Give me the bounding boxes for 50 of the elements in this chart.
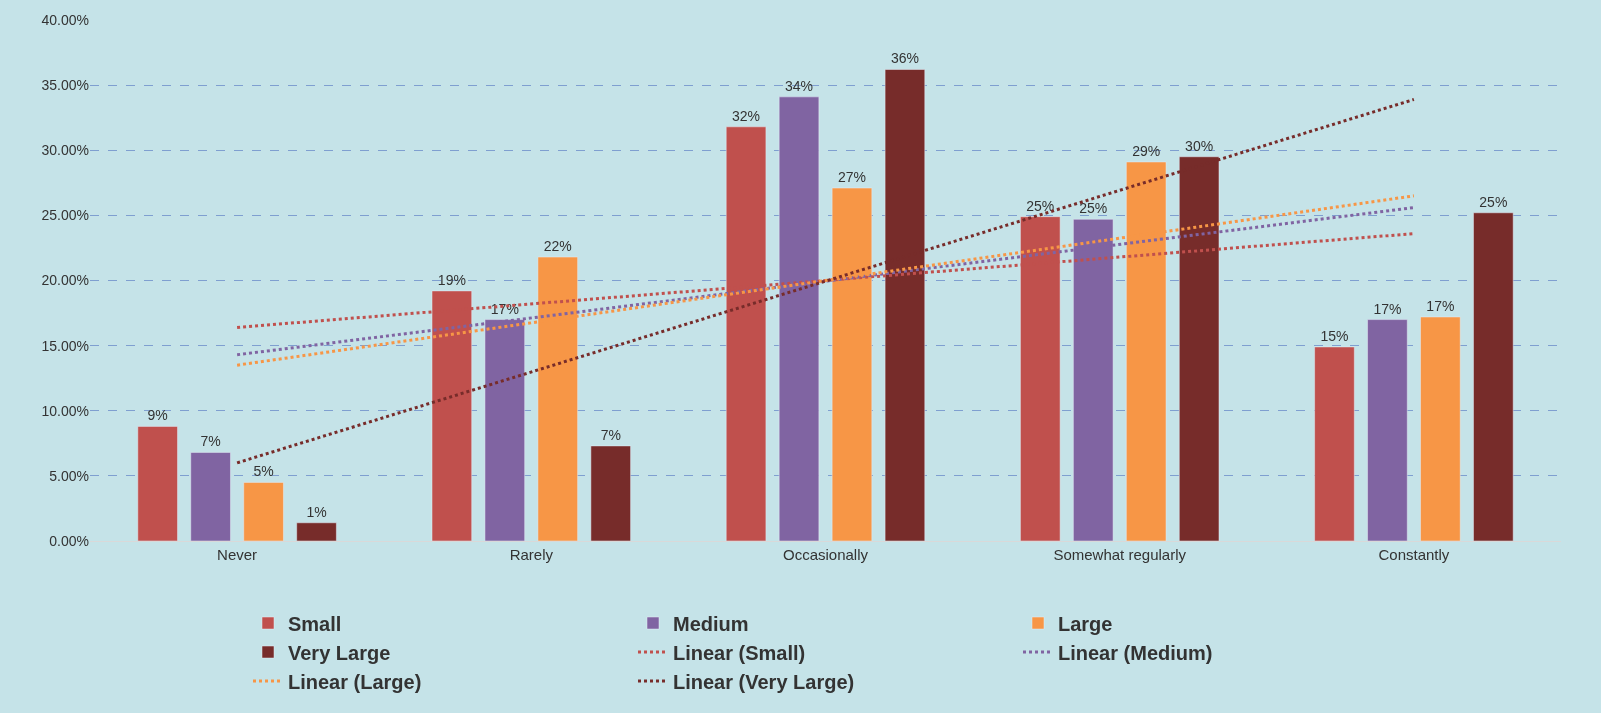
legend-label: Small bbox=[288, 612, 342, 635]
bar bbox=[1420, 316, 1461, 541]
data-label: 15% bbox=[1320, 327, 1349, 344]
data-label: 29% bbox=[1132, 142, 1161, 159]
bar bbox=[137, 426, 178, 541]
data-label: 27% bbox=[837, 169, 866, 186]
y-tick-label: 15.00% bbox=[41, 337, 89, 354]
legend-label: Medium bbox=[673, 612, 749, 635]
legend-label: Large bbox=[1058, 612, 1113, 635]
data-label: 36% bbox=[890, 50, 919, 67]
data-label: 34% bbox=[785, 77, 814, 94]
y-tick-label: 25.00% bbox=[41, 207, 89, 224]
bar bbox=[190, 452, 231, 541]
bar bbox=[296, 522, 337, 541]
bar bbox=[1367, 319, 1408, 541]
x-tick-label: Somewhat regularly bbox=[1053, 546, 1187, 563]
y-tick-label: 10.00% bbox=[41, 402, 89, 419]
x-tick-label: Occasionally bbox=[782, 546, 869, 563]
legend-label: Linear (Very Large) bbox=[673, 670, 855, 693]
bar bbox=[1473, 212, 1514, 541]
data-label: 32% bbox=[732, 107, 761, 124]
data-label: 5% bbox=[253, 463, 274, 480]
y-tick-label: 5.00% bbox=[49, 467, 89, 484]
y-tick-label: 30.00% bbox=[41, 142, 89, 159]
data-label: 25% bbox=[1479, 193, 1508, 210]
y-tick-label: 20.00% bbox=[41, 272, 89, 289]
data-label: 25% bbox=[1079, 200, 1108, 217]
bar bbox=[243, 482, 284, 541]
data-label: 25% bbox=[1026, 197, 1055, 214]
data-label: 9% bbox=[147, 407, 168, 424]
y-tick-label: 0.00% bbox=[49, 532, 89, 549]
data-label: 22% bbox=[543, 238, 572, 255]
data-label: 7% bbox=[200, 433, 221, 450]
x-tick-label: Constantly bbox=[1378, 546, 1450, 563]
y-tick-label: 35.00% bbox=[41, 77, 89, 94]
legend-label: Linear (Small) bbox=[673, 641, 806, 664]
legend-label: Linear (Medium) bbox=[1058, 641, 1213, 664]
data-label: 30% bbox=[1185, 137, 1214, 154]
data-label: 7% bbox=[600, 426, 621, 443]
data-label: 17% bbox=[1373, 300, 1402, 317]
bar bbox=[1314, 346, 1355, 541]
data-label: 17% bbox=[1426, 297, 1455, 314]
y-tick-label: 40.00% bbox=[41, 11, 89, 28]
bar bbox=[590, 445, 631, 541]
legend-label: Linear (Large) bbox=[288, 670, 422, 693]
data-label: 1% bbox=[306, 503, 327, 520]
x-tick-label: Never bbox=[217, 546, 258, 563]
x-tick-label: Rarely bbox=[509, 546, 554, 563]
legend-label: Very Large bbox=[288, 641, 391, 664]
data-label: 19% bbox=[437, 271, 466, 288]
